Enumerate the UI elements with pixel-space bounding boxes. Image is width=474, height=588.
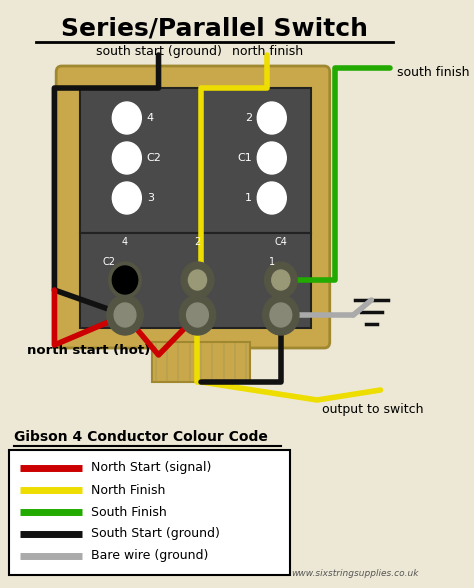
Text: C4: C4 [274, 237, 287, 247]
Text: output to switch: output to switch [321, 403, 423, 416]
Circle shape [257, 102, 286, 134]
Text: 3: 3 [147, 193, 154, 203]
Circle shape [272, 270, 290, 290]
Circle shape [270, 303, 292, 327]
Circle shape [109, 262, 141, 298]
Circle shape [264, 262, 297, 298]
Circle shape [263, 295, 299, 335]
Circle shape [257, 142, 286, 174]
Circle shape [112, 266, 138, 294]
Circle shape [187, 303, 209, 327]
Text: north start (hot): north start (hot) [27, 343, 150, 356]
Bar [152, 342, 250, 382]
Circle shape [116, 270, 134, 290]
Text: south start (ground): south start (ground) [96, 45, 221, 58]
Text: 2: 2 [245, 113, 252, 123]
Text: 2: 2 [194, 237, 201, 247]
Bar [9, 450, 290, 575]
Text: C2: C2 [102, 257, 115, 267]
Text: South Finish: South Finish [91, 506, 166, 519]
Bar [80, 233, 311, 328]
Text: North Finish: North Finish [91, 483, 165, 496]
Text: Series/Parallel Switch: Series/Parallel Switch [61, 16, 368, 40]
Circle shape [112, 102, 141, 134]
Bar [80, 88, 311, 233]
Text: 1: 1 [245, 193, 252, 203]
Text: Bare wire (ground): Bare wire (ground) [91, 550, 208, 563]
Circle shape [112, 142, 141, 174]
Text: South Start (ground): South Start (ground) [91, 527, 219, 540]
Text: www.sixstringsupplies.co.uk: www.sixstringsupplies.co.uk [291, 569, 419, 578]
Circle shape [179, 295, 216, 335]
Circle shape [181, 262, 214, 298]
Circle shape [257, 182, 286, 214]
FancyBboxPatch shape [56, 66, 330, 348]
Circle shape [114, 303, 136, 327]
Text: C2: C2 [147, 153, 162, 163]
Text: north finish: north finish [232, 45, 303, 58]
Circle shape [112, 182, 141, 214]
Text: North Start (signal): North Start (signal) [91, 462, 211, 475]
Text: south finish: south finish [397, 65, 469, 79]
Circle shape [189, 270, 207, 290]
Text: 1: 1 [269, 257, 275, 267]
Circle shape [107, 295, 143, 335]
Text: 4: 4 [147, 113, 154, 123]
Text: C1: C1 [237, 153, 252, 163]
Text: Gibson 4 Conductor Colour Code: Gibson 4 Conductor Colour Code [14, 430, 267, 444]
Text: 4: 4 [122, 237, 128, 247]
